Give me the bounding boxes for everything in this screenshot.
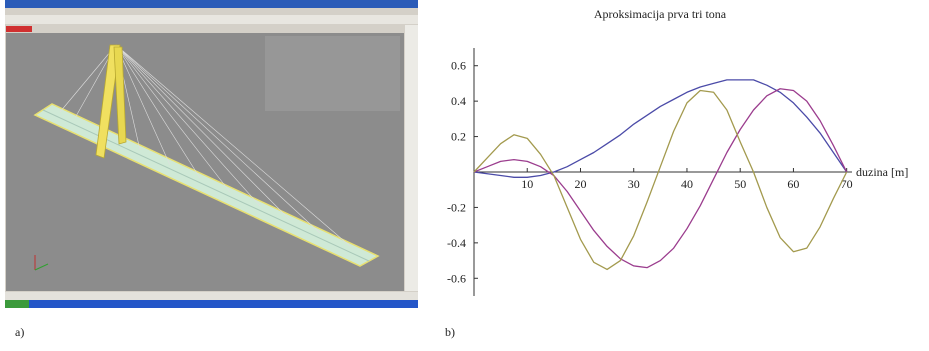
y-tick-label: 0.6 [451, 59, 466, 73]
status-bar [5, 292, 418, 300]
side-toolbar [405, 25, 418, 291]
overlay-panel [265, 36, 400, 111]
toolbar [5, 15, 418, 24]
y-tick-label: -0.2 [447, 200, 466, 214]
y-tick-label: 0.2 [451, 130, 466, 144]
y-tick-label: 0.4 [451, 94, 466, 108]
chart-title: Aproksimacija prva tri tona [594, 7, 727, 21]
figure: a) b) Aproksimacija prva tri tona duzina… [0, 0, 929, 346]
x-tick-label: 60 [787, 177, 799, 191]
panel-label: b) [445, 325, 455, 339]
software-screenshot [5, 0, 418, 308]
x-tick-label: 30 [628, 177, 640, 191]
panel-label: a) [15, 325, 24, 339]
y-tick-label: -0.6 [447, 271, 466, 285]
y-tick-label: -0.4 [447, 236, 466, 250]
x-tick-label: 20 [574, 177, 586, 191]
tab [6, 26, 32, 32]
x-axis-label: duzina [m] [856, 165, 908, 179]
start-button[interactable] [5, 300, 29, 308]
taskbar [5, 300, 418, 308]
x-tick-label: 50 [734, 177, 746, 191]
x-tick-label: 10 [521, 177, 533, 191]
title-bar [5, 0, 418, 8]
x-tick-label: 40 [681, 177, 693, 191]
